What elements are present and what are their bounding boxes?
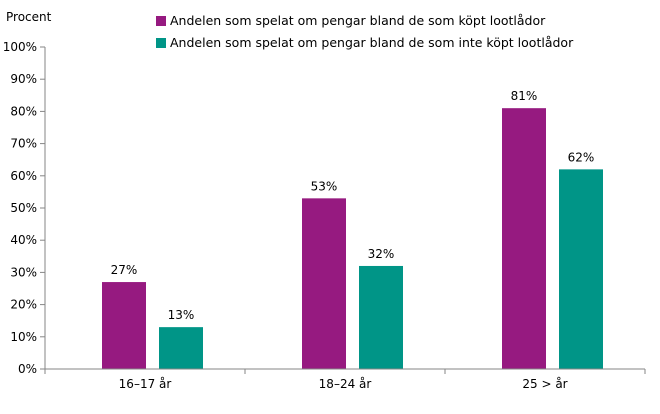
bar xyxy=(359,265,403,369)
legend-swatch xyxy=(156,38,166,48)
bar xyxy=(502,108,546,370)
bars: 27% 53% 81% 13% 32% 62% xyxy=(102,89,603,370)
y-axis-ticks: 0% 10% 20% 30% 40% 50% 60% 70% 80% 90% 100% xyxy=(3,40,45,376)
y-tick-label: 50% xyxy=(10,201,37,215)
y-tick-label: 10% xyxy=(10,330,37,344)
legend: Andelen som spelat om pengar bland de so… xyxy=(156,13,574,50)
bar xyxy=(102,282,146,369)
x-tick-label: 25 > år xyxy=(522,377,567,391)
data-label: 53% xyxy=(311,179,338,193)
data-label: 62% xyxy=(568,150,595,164)
legend-swatch xyxy=(156,16,166,26)
y-tick-label: 80% xyxy=(10,104,37,118)
bar xyxy=(302,198,346,369)
bar xyxy=(559,169,603,369)
y-tick-label: 90% xyxy=(10,72,37,86)
data-label: 27% xyxy=(111,263,138,277)
y-axis-title: Procent xyxy=(6,10,52,24)
y-tick-label: 0% xyxy=(18,362,37,376)
x-tick-label: 16–17 år xyxy=(119,377,172,391)
x-axis-ticks: 16–17 år 18–24 år 25 > år xyxy=(44,369,646,391)
y-tick-label: 60% xyxy=(10,169,37,183)
legend-label: Andelen som spelat om pengar bland de so… xyxy=(170,13,546,28)
y-tick-label: 30% xyxy=(10,265,37,279)
data-label: 13% xyxy=(168,308,195,322)
y-tick-label: 100% xyxy=(3,40,37,54)
legend-label: Andelen som spelat om pengar bland de so… xyxy=(170,35,574,50)
y-tick-label: 20% xyxy=(10,298,37,312)
data-label: 32% xyxy=(368,247,395,261)
y-tick-label: 70% xyxy=(10,137,37,151)
y-tick-label: 40% xyxy=(10,233,37,247)
bar xyxy=(159,327,203,369)
data-label: 81% xyxy=(511,89,538,103)
x-tick-label: 18–24 år xyxy=(319,377,372,391)
